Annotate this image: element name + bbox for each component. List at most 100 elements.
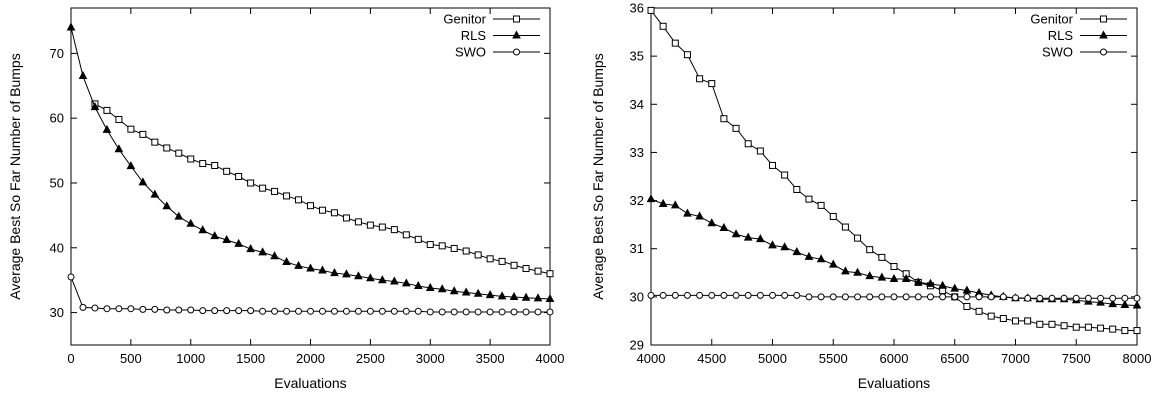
data-point-rls — [768, 240, 777, 249]
x-axis-label: Evaluations — [858, 375, 930, 391]
data-point-genitor — [890, 263, 898, 271]
data-point-genitor — [426, 241, 434, 249]
data-point-swo — [283, 307, 291, 315]
data-point-swo — [163, 306, 171, 314]
data-point-rls — [816, 254, 826, 263]
data-point-swo — [366, 307, 374, 315]
data-point-swo — [67, 273, 75, 281]
data-point-rls — [294, 260, 303, 269]
data-point-genitor — [817, 201, 825, 209]
data-point-rls — [222, 234, 232, 244]
data-point-genitor — [247, 179, 255, 187]
data-point-rls — [1132, 300, 1142, 309]
data-point-rls — [913, 277, 923, 286]
legend-label-rls: RLS — [1048, 28, 1074, 43]
data-point-swo — [805, 293, 813, 301]
data-point-swo — [793, 291, 801, 299]
data-point-swo — [647, 291, 655, 299]
series-rls — [646, 194, 1142, 309]
series-line-rls — [650, 198, 1138, 307]
data-point-rls — [865, 271, 875, 280]
data-point-rls — [174, 211, 184, 220]
data-point-genitor — [223, 167, 231, 175]
x-tick-label: 1000 — [176, 351, 205, 366]
data-point-genitor — [1060, 322, 1068, 330]
data-point-rls — [841, 266, 850, 275]
data-point-swo — [438, 308, 446, 316]
data-point-swo — [378, 307, 386, 315]
data-point-rls — [938, 280, 947, 289]
x-axis-label: Evaluations — [274, 375, 346, 391]
data-point-genitor — [414, 235, 422, 243]
data-point-genitor — [781, 171, 789, 179]
data-point-genitor — [307, 202, 314, 210]
data-point-rls — [413, 280, 423, 290]
data-point-genitor — [342, 214, 350, 222]
legend-marker-swo — [1100, 48, 1107, 56]
data-point-rls — [114, 144, 124, 153]
data-point-swo — [696, 291, 704, 299]
data-point-genitor — [878, 253, 886, 261]
data-point-swo — [829, 293, 837, 301]
data-point-genitor — [498, 257, 506, 265]
y-tick-label: 40 — [50, 240, 64, 255]
data-point-swo — [271, 307, 279, 315]
data-point-swo — [1036, 294, 1044, 302]
data-point-swo — [223, 307, 231, 315]
data-point-rls — [258, 247, 267, 256]
data-point-genitor — [390, 226, 398, 234]
legend-label-genitor: Genitor — [1030, 12, 1073, 27]
data-point-swo — [1084, 294, 1092, 302]
data-point-rls — [901, 273, 911, 283]
data-point-swo — [659, 291, 667, 299]
data-point-swo — [1121, 294, 1129, 302]
data-point-genitor — [103, 106, 111, 114]
y-tick-label: 33 — [630, 145, 644, 160]
data-point-genitor — [1012, 317, 1019, 325]
data-point-rls — [78, 70, 88, 80]
series-genitor — [91, 100, 554, 278]
data-point-swo — [103, 305, 111, 313]
data-point-rls — [378, 275, 387, 284]
data-point-genitor — [1024, 317, 1032, 325]
data-point-swo — [330, 307, 338, 315]
data-point-rls — [449, 286, 459, 295]
x-tick-label: 500 — [120, 351, 142, 366]
data-point-rls — [889, 273, 899, 283]
data-point-genitor — [708, 80, 716, 88]
data-point-rls — [719, 222, 729, 232]
data-point-rls — [246, 244, 255, 253]
data-point-genitor — [295, 196, 303, 204]
data-point-genitor — [271, 187, 279, 195]
series-rls — [66, 22, 555, 302]
data-point-genitor — [151, 138, 159, 146]
data-point-rls — [354, 271, 363, 280]
data-point-rls — [670, 200, 680, 209]
data-point-genitor — [1036, 320, 1044, 328]
data-point-rls — [950, 283, 960, 292]
x-tick-label: 3500 — [476, 351, 505, 366]
data-point-genitor — [829, 212, 837, 220]
data-point-swo — [987, 293, 995, 301]
data-point-genitor — [696, 75, 704, 83]
x-tick-label: 6000 — [880, 351, 909, 366]
series-swo — [647, 291, 1141, 302]
data-point-genitor — [963, 302, 971, 310]
data-point-rls — [683, 208, 692, 217]
data-point-rls — [306, 263, 315, 272]
legend-label-genitor: Genitor — [443, 12, 486, 27]
data-point-genitor — [283, 192, 291, 200]
y-tick-label: 60 — [50, 111, 64, 126]
data-point-swo — [939, 293, 947, 301]
data-point-swo — [354, 307, 362, 315]
data-point-swo — [115, 305, 123, 313]
data-point-rls — [962, 285, 972, 294]
data-point-genitor — [115, 115, 123, 123]
data-point-genitor — [199, 160, 207, 168]
data-point-genitor — [522, 265, 530, 273]
data-point-swo — [769, 291, 776, 299]
data-point-swo — [1109, 294, 1117, 302]
data-point-swo — [781, 291, 789, 299]
data-point-genitor — [1121, 327, 1129, 335]
